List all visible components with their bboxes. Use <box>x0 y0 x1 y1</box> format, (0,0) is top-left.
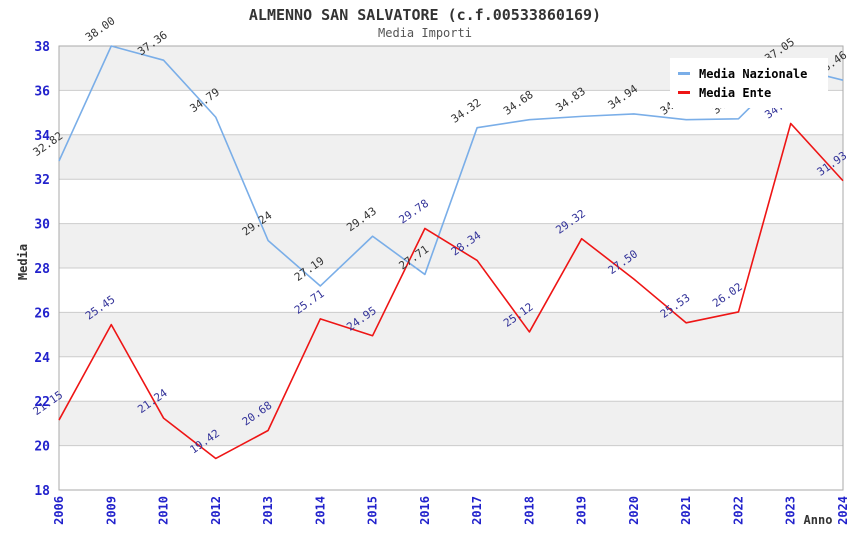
x-tick-label: 2010 <box>157 496 171 525</box>
legend-item-media-nazionale: Media Nazionale <box>678 64 820 83</box>
chart-legend: Media Nazionale Media Ente <box>670 58 828 108</box>
x-tick-label: 2018 <box>522 496 536 525</box>
legend-item-media-ente: Media Ente <box>678 83 820 102</box>
x-tick-label: 2014 <box>313 496 327 525</box>
x-tick-label: 2017 <box>470 496 484 525</box>
x-axis-label: Anno <box>804 513 833 527</box>
y-tick-label: 24 <box>34 351 50 366</box>
y-tick-label: 30 <box>34 218 50 233</box>
data-label-media-nazionale: 38.00 <box>83 14 118 44</box>
plot-band <box>59 223 843 268</box>
x-tick-label: 2022 <box>731 496 745 525</box>
y-tick-label: 32 <box>34 173 50 188</box>
plot-band <box>59 134 843 180</box>
legend-label: Media Nazionale <box>699 66 808 81</box>
y-tick-label: 26 <box>34 306 50 321</box>
x-tick-label: 2021 <box>679 496 693 525</box>
y-axis-label: Media <box>16 244 30 280</box>
chart-subtitle: Media Importi <box>378 26 472 40</box>
y-tick-label: 28 <box>34 262 50 277</box>
x-tick-label: 2020 <box>627 496 641 525</box>
y-tick-label: 18 <box>34 484 50 499</box>
x-tick-label: 2013 <box>261 496 275 525</box>
x-tick-label: 2012 <box>209 496 223 525</box>
y-tick-label: 34 <box>34 129 50 144</box>
legend-label: Media Ente <box>699 85 772 100</box>
plot-band <box>59 312 843 357</box>
x-tick-label: 2006 <box>52 496 66 525</box>
data-label-media-nazionale: 34.32 <box>449 96 484 126</box>
data-label-media-ente: 29.78 <box>397 197 432 227</box>
legend-line-icon <box>678 72 690 75</box>
line-media-ente <box>58 122 844 460</box>
y-tick-label: 20 <box>34 440 50 455</box>
y-tick-label: 22 <box>34 395 50 410</box>
legend-line-icon <box>678 91 690 94</box>
x-tick-label: 2016 <box>418 496 432 525</box>
x-tick-label: 2019 <box>575 496 589 525</box>
plot-border <box>58 45 844 491</box>
plot-band <box>59 401 843 446</box>
data-label-media-nazionale: 34.68 <box>501 88 536 118</box>
y-tick-label: 36 <box>34 84 50 99</box>
x-tick-label: 2009 <box>104 496 118 525</box>
chart-title: ALMENNO SAN SALVATORE (c.f.00533860169) <box>248 6 602 24</box>
x-tick-label: 2024 <box>836 496 850 525</box>
x-tick-label: 2015 <box>366 496 380 525</box>
y-tick-label: 38 <box>34 40 50 55</box>
x-tick-label: 2023 <box>784 496 798 525</box>
line-media-nazionale <box>58 45 844 287</box>
